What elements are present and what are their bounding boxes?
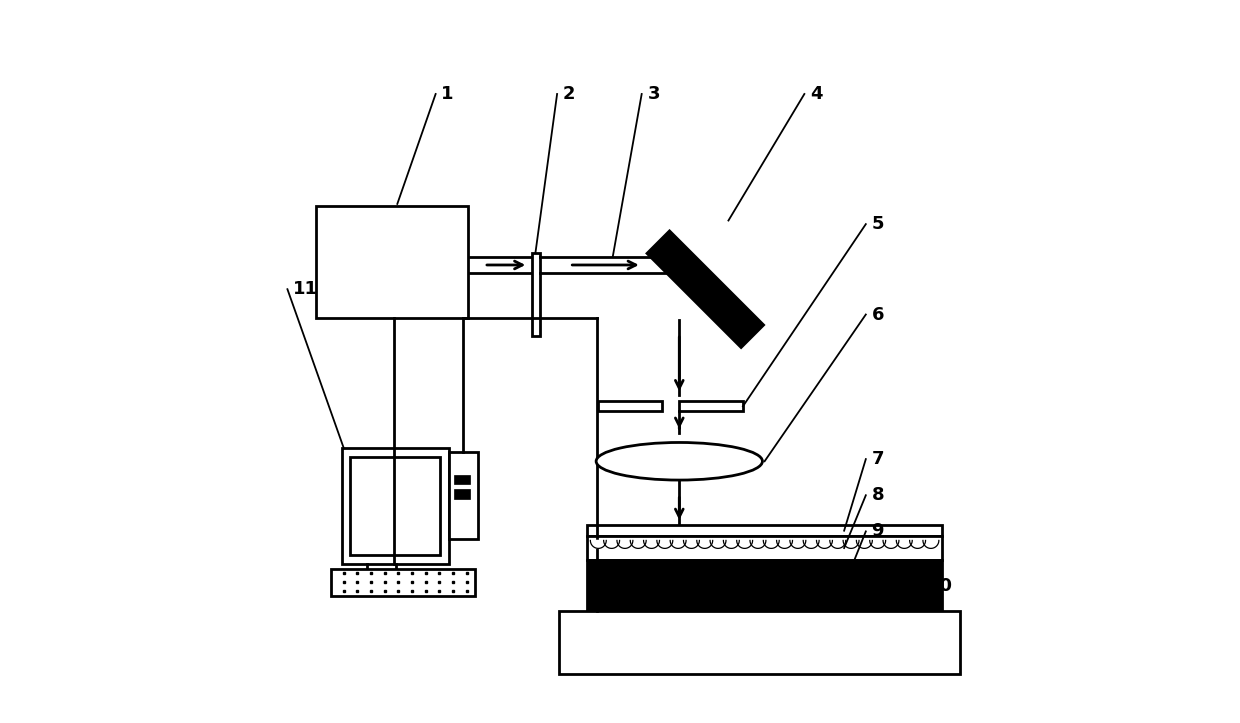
Polygon shape: [776, 541, 792, 548]
Polygon shape: [630, 541, 646, 548]
Polygon shape: [697, 541, 713, 548]
Text: 5: 5: [872, 215, 884, 233]
Polygon shape: [804, 541, 820, 548]
Bar: [558, 611, 960, 674]
Polygon shape: [604, 541, 620, 548]
Text: 4: 4: [810, 85, 822, 103]
Bar: [599, 401, 662, 411]
Polygon shape: [670, 541, 686, 548]
Bar: [454, 475, 470, 484]
Text: 6: 6: [872, 306, 884, 323]
Bar: [680, 401, 743, 411]
Bar: [454, 489, 470, 499]
Text: 9: 9: [872, 523, 884, 540]
Polygon shape: [737, 541, 753, 548]
Polygon shape: [923, 541, 939, 548]
Text: 10: 10: [928, 577, 954, 594]
Text: 11: 11: [293, 281, 319, 298]
Bar: [588, 525, 941, 536]
Bar: [588, 536, 941, 560]
Polygon shape: [910, 541, 925, 548]
Text: 3: 3: [647, 85, 660, 103]
Ellipse shape: [596, 442, 763, 480]
Bar: [316, 206, 469, 318]
Text: 7: 7: [872, 450, 884, 468]
Text: 8: 8: [872, 487, 884, 504]
Text: 2: 2: [563, 85, 575, 103]
Bar: [532, 253, 541, 336]
Polygon shape: [843, 541, 859, 548]
Bar: [351, 457, 440, 555]
Polygon shape: [883, 541, 899, 548]
Polygon shape: [764, 541, 779, 548]
Polygon shape: [657, 541, 673, 548]
Polygon shape: [830, 541, 846, 548]
Polygon shape: [869, 541, 885, 548]
Polygon shape: [816, 541, 832, 548]
Polygon shape: [711, 541, 725, 548]
Bar: [588, 560, 941, 611]
Polygon shape: [644, 541, 660, 548]
Bar: [342, 448, 449, 564]
Polygon shape: [897, 541, 913, 548]
Polygon shape: [618, 541, 632, 548]
Polygon shape: [647, 231, 764, 348]
Polygon shape: [590, 541, 606, 548]
Polygon shape: [857, 541, 872, 548]
Polygon shape: [750, 541, 766, 548]
Bar: [331, 569, 475, 596]
Polygon shape: [723, 541, 739, 548]
Polygon shape: [683, 541, 699, 548]
Text: 1: 1: [441, 85, 454, 103]
Bar: [449, 452, 477, 539]
Polygon shape: [790, 541, 806, 548]
